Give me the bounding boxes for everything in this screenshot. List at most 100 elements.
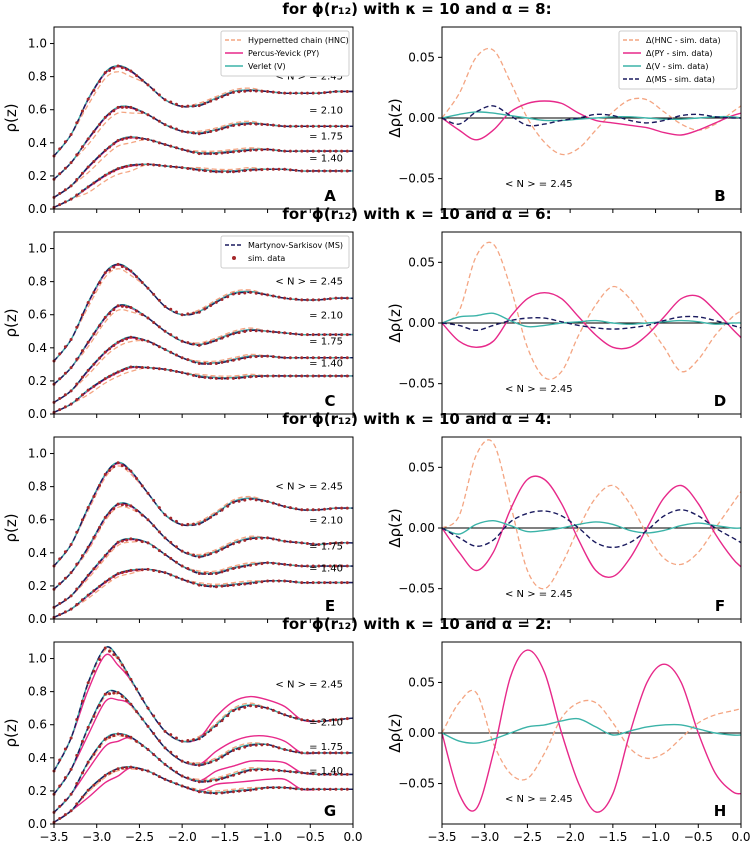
sim-data-point [203,101,207,105]
sim-data-point [120,571,124,575]
sim-data-point [345,169,349,173]
sim-data-point [317,772,321,776]
sim-data-point [186,786,190,790]
sim-data-point [169,144,173,148]
sim-data-point [231,170,235,174]
sim-data-point [334,169,338,173]
sim-data-point [98,356,102,360]
sim-data-point [92,589,96,593]
sim-data-point [192,788,196,792]
sim-data-point [140,768,144,772]
sim-data-point [146,518,150,522]
sim-data-point [80,771,84,775]
sim-data-point [271,537,275,541]
sim-data-point [220,127,224,131]
sim-data-point [103,580,107,584]
sim-data-point [75,530,79,534]
n-label: < N > = 2.45 [275,277,343,288]
sim-data-point [237,583,241,587]
sim-data-point [120,368,124,372]
sim-data-point [146,491,150,495]
sim-data-point [163,304,167,308]
hnc-curve-G [53,768,353,823]
sim-data-point [63,798,67,802]
sim-data-point [248,375,252,379]
sim-data-point [140,540,144,544]
sim-data-point [283,713,287,717]
sim-data-point [180,339,184,343]
sim-data-point [135,309,139,313]
sim-data-point [120,766,124,770]
sim-data-point [260,292,264,296]
sim-data-point [317,508,321,512]
n-label: < N > = 2.45 [505,589,573,600]
sim-data-point [328,541,332,545]
sim-data-point [169,540,173,544]
sim-data-point [108,374,112,378]
sim-data-point [180,129,184,133]
sim-data-point [108,549,112,553]
sim-data-point [112,653,116,657]
sim-data-point [214,170,218,174]
sim-data-point [98,154,102,158]
sim-data-point [180,774,184,778]
sim-data-point [186,551,190,555]
sim-data-point [69,133,73,137]
sim-data-point [248,704,252,708]
ytick-label: 0.8 [28,480,47,494]
sim-data-point [340,506,344,510]
sim-data-point [135,739,139,743]
sim-data-point [174,165,178,169]
sim-data-point [58,147,62,151]
sim-data-point [311,581,315,585]
hnc-difference-curve-F [441,439,742,590]
density-xtick-label: −2.5 [125,830,154,844]
sim-data-point [192,311,196,315]
sim-data-point [345,124,349,128]
sim-data-point [163,513,167,517]
sim-data-point [112,308,116,312]
sim-data-point [98,79,102,83]
sim-data-point [192,522,196,526]
sim-data-point [254,536,258,540]
sim-data-point [345,506,349,510]
sim-data-point [203,152,207,156]
sim-data-point [163,123,167,127]
sim-data-point [203,779,207,783]
sim-data-point [192,373,196,377]
sim-data-point [186,149,190,153]
sim-data-point [283,539,287,543]
sim-data-point [209,552,213,556]
v-curve-E [53,568,353,618]
sim-data-point [192,553,196,557]
sim-data-point [120,339,124,343]
sim-data-point [69,338,73,342]
sim-data-point [58,784,62,788]
sim-data-point [209,791,213,795]
sim-data-point [214,550,218,554]
sim-data-point [283,769,287,773]
sim-data-point [180,147,184,151]
sim-data-point [152,366,156,370]
sim-data-point [108,735,112,739]
sim-data-point [80,349,84,353]
y-axis-label: ρ(z) [2,103,20,132]
sim-data-point [103,773,107,777]
difference-xtick-label: −2.0 [556,830,585,844]
sim-data-point [58,602,62,606]
difference-xtick-label: −2.5 [513,830,542,844]
sim-data-point [294,564,298,568]
row-title: for ϕ(r₁₂) with κ = 10 and α = 6: [282,205,551,223]
sim-data-point [129,105,133,109]
ytick-label: 1.0 [28,37,47,51]
v-curve-G [53,765,353,823]
sim-data-point [271,167,275,171]
sim-data-point [300,541,304,545]
density-panel-C: < N > = 2.45 = 2.10 = 1.75 = 1.40 0.0 0.2 0.4 0… [2,231,354,421]
sim-data-point [92,669,96,673]
py-curve-A [53,137,353,198]
sim-data-point [345,717,349,721]
sim-data-point [186,166,190,170]
sim-data-point [226,752,230,756]
sim-data-point [125,67,129,71]
